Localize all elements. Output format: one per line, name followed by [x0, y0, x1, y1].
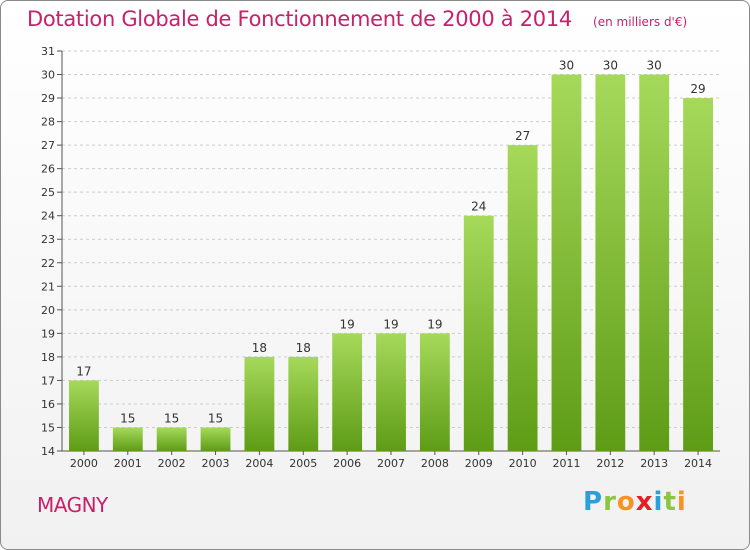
y-tick-label: 31: [41, 45, 55, 58]
y-tick-label: 29: [41, 92, 55, 105]
bar-value-label: 24: [471, 200, 486, 214]
y-tick-label: 19: [41, 327, 55, 340]
proxiti-logo: Proxiti: [583, 487, 687, 517]
chart-subtitle: (en milliers d'€): [593, 15, 688, 29]
logo-letter: t: [663, 487, 677, 517]
bar-value-label: 15: [120, 411, 135, 425]
bar: [419, 333, 450, 451]
bar-value-label: 30: [647, 59, 662, 73]
y-tick-label: 24: [41, 210, 55, 223]
bar-value-label: 15: [208, 411, 223, 425]
bar: [639, 74, 670, 451]
bar-value-label: 29: [690, 82, 705, 96]
bar: [376, 333, 406, 451]
x-tick-label: 2012: [596, 457, 624, 470]
y-tick-label: 15: [41, 421, 55, 434]
logo-letter: r: [603, 487, 617, 517]
bar-value-label: 30: [603, 59, 618, 73]
x-tick-label: 2003: [202, 457, 230, 470]
logo-letter: i: [653, 487, 664, 517]
x-tick-label: 2001: [114, 457, 142, 470]
x-tick-label: 2007: [377, 457, 405, 470]
x-tick-label: 2013: [640, 457, 668, 470]
x-tick-label: 2000: [70, 457, 98, 470]
y-tick-label: 18: [41, 351, 55, 364]
y-tick-label: 22: [41, 257, 55, 270]
x-tick-label: 2008: [421, 457, 449, 470]
y-tick-label: 28: [41, 116, 55, 129]
bar: [69, 380, 99, 451]
title-row: Dotation Globale de Fonctionnement de 20…: [27, 7, 687, 31]
y-tick-label: 20: [41, 304, 55, 317]
y-tick-label: 17: [41, 374, 55, 387]
logo-letter: i: [676, 487, 687, 517]
x-tick-label: 2002: [158, 457, 186, 470]
bar-value-label: 18: [296, 341, 311, 355]
bar: [332, 333, 363, 451]
commune-name: MAGNY: [37, 493, 108, 517]
y-tick-label: 30: [41, 69, 55, 82]
x-tick-label: 2004: [245, 457, 273, 470]
bar-value-label: 15: [164, 411, 179, 425]
bar-value-label: 18: [252, 341, 267, 355]
logo-letter: x: [635, 487, 654, 517]
logo-letter: o: [616, 487, 636, 517]
x-tick-label: 2005: [289, 457, 317, 470]
bar-value-label: 19: [339, 317, 354, 331]
y-tick-label: 23: [41, 233, 55, 246]
bar-value-label: 27: [515, 129, 530, 143]
bar: [463, 215, 494, 451]
logo-letter: P: [583, 487, 604, 517]
y-tick-label: 27: [41, 139, 55, 152]
x-tick-label: 2014: [684, 457, 712, 470]
y-tick-label: 14: [41, 445, 55, 458]
y-tick-label: 25: [41, 186, 55, 199]
bar: [156, 427, 187, 451]
bar-value-label: 19: [383, 317, 398, 331]
bar-value-label: 30: [559, 59, 574, 73]
y-tick-label: 21: [41, 280, 55, 293]
x-tick-label: 2011: [552, 457, 580, 470]
bar: [112, 427, 143, 451]
chart-title: Dotation Globale de Fonctionnement de 20…: [27, 7, 572, 31]
bar: [244, 356, 275, 451]
bar: [200, 427, 231, 451]
x-tick-label: 2006: [333, 457, 361, 470]
y-tick-label: 16: [41, 398, 55, 411]
bar: [683, 98, 713, 451]
bar-value-label: 19: [427, 317, 442, 331]
y-tick-label: 26: [41, 163, 55, 176]
bar: [595, 74, 626, 451]
x-tick-label: 2009: [465, 457, 493, 470]
bar: [551, 74, 582, 451]
bar: [288, 356, 319, 451]
x-tick-label: 2010: [509, 457, 537, 470]
bar: [507, 145, 538, 451]
bar-value-label: 17: [76, 364, 91, 378]
